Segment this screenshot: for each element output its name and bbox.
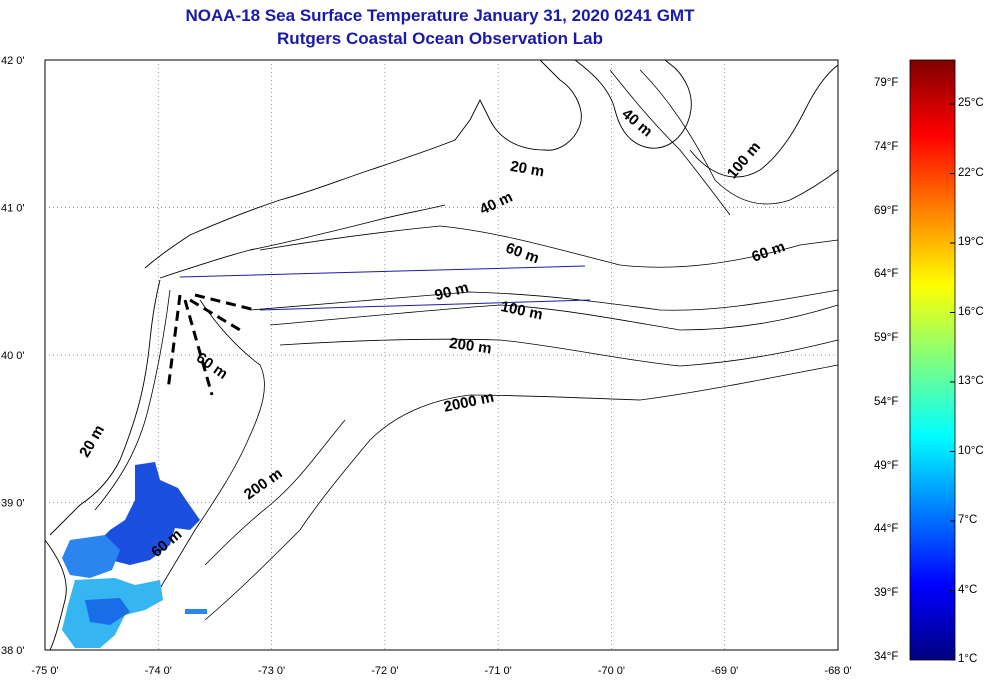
contour-60m-shelf: [259, 225, 839, 268]
sst-patch-west: [62, 535, 120, 578]
contour-2000m-south: [204, 394, 471, 621]
sst-patch-north: [95, 462, 200, 565]
long-island-coast: [144, 59, 582, 269]
lat-tick-label: 39 0': [1, 498, 25, 510]
contour-2000m: [469, 364, 839, 401]
contour-60m: [149, 299, 265, 606]
new-jersey-coast: [49, 279, 161, 536]
delaware-coast: [44, 539, 67, 651]
maine-coast: [689, 64, 839, 178]
lane-4: [194, 293, 256, 312]
contour-label: 200 m: [448, 335, 492, 358]
contour-200m-south: [204, 419, 346, 566]
colorbar-fahrenheit-label: 79°F: [874, 77, 899, 89]
lat-tick-label: 41 0': [1, 203, 25, 215]
colorbar-fahrenheit-label: 44°F: [874, 523, 899, 536]
colorbar-fahrenheit-label: 74°F: [874, 140, 899, 153]
colorbar-fahrenheit-label: 39°F: [874, 587, 899, 600]
transect-lines: [179, 265, 591, 311]
transect-south: [259, 299, 591, 311]
contour-100m: [269, 304, 839, 331]
contour-200m: [279, 338, 839, 367]
lane-3: [189, 298, 241, 332]
axis-ticks: -75 0' -74 0' -73 0' -72 0' -71 0' -70 0' -69 …: [1, 55, 852, 677]
map-title: NOAA-18 Sea Surface Temperature January …: [185, 6, 695, 25]
colorbar-fahrenheit-label: 69°F: [874, 204, 899, 217]
transect-north: [179, 265, 586, 278]
colorbar-fahrenheit-label: 64°F: [874, 268, 899, 281]
colorbar-ticks: [950, 103, 955, 661]
contour-40m-ne: [609, 69, 731, 216]
contour-90m: [249, 289, 839, 311]
colorbar-celsius-label: 25°C: [958, 97, 984, 109]
colorbar-celsius-label: 1°C: [958, 653, 978, 665]
lon-tick-label: -75 0': [31, 665, 58, 677]
colorbar-fahrenheit-label: 49°F: [874, 459, 899, 472]
colorbar-celsius-label: 16°C: [958, 305, 984, 318]
bathymetry-contours: [94, 69, 839, 621]
lon-tick-label: -69 0': [711, 665, 738, 677]
colorbar-celsius-label: 7°C: [958, 514, 978, 526]
colorbar-celsius-label: 19°C: [958, 236, 984, 248]
lane-2: [183, 299, 214, 396]
colorbar-fahrenheit-label: 34°F: [874, 651, 899, 663]
map-subtitle: Rutgers Coastal Ocean Observation Lab: [277, 29, 603, 48]
sst-patch-speck: [185, 609, 207, 614]
long-island-south-shore: [159, 204, 446, 279]
coastline: [44, 59, 839, 651]
lat-tick-label: 40 0': [1, 350, 25, 362]
colorbar-fahrenheit-label: 54°F: [874, 395, 899, 408]
lon-tick-label: -73 0': [258, 665, 285, 677]
colorbar-celsius-label: 22°C: [958, 166, 984, 179]
lon-tick-label: -68 0': [824, 665, 851, 677]
lat-tick-label: 38 0': [1, 645, 25, 657]
colorbar-fahrenheit-label: 59°F: [874, 332, 899, 345]
colorbar-celsius-label: 13°C: [958, 375, 984, 387]
colorbar-celsius-label: 4°C: [958, 583, 978, 596]
colorbar: [909, 59, 956, 661]
sst-patch-south-dark: [85, 598, 130, 625]
lon-tick-label: -74 0': [145, 665, 172, 677]
lon-tick-label: -70 0': [598, 665, 625, 677]
lon-tick-label: -71 0': [485, 665, 512, 677]
lat-tick-label: 42 0': [1, 55, 25, 67]
colorbar-celsius-label: 10°C: [958, 444, 984, 457]
cape-cod: [574, 59, 692, 149]
contour-20m: [94, 289, 171, 511]
contour-label: 20 m: [509, 158, 546, 181]
contour-100m-ne: [639, 69, 839, 205]
shipping-lanes: [166, 293, 256, 396]
sst-patches: [62, 462, 207, 648]
lon-tick-label: -72 0': [371, 665, 398, 677]
